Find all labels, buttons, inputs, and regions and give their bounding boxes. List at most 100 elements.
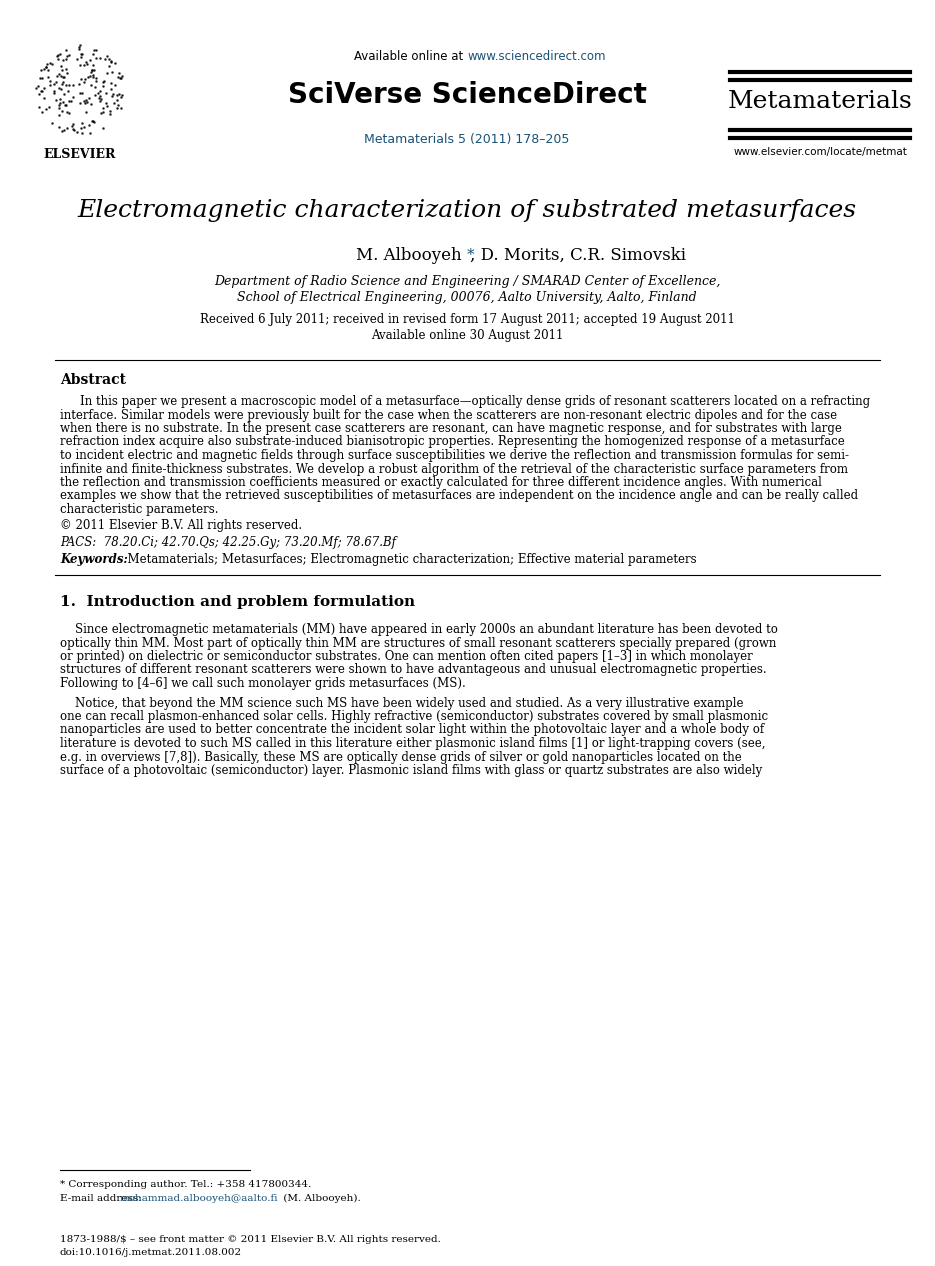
Point <box>35 81 50 101</box>
Point <box>54 101 69 122</box>
Text: , D. Morits, C.R. Simovski: , D. Morits, C.R. Simovski <box>470 247 686 263</box>
Point <box>104 78 119 99</box>
Point <box>97 49 112 70</box>
Point <box>51 105 66 125</box>
Point <box>86 56 101 76</box>
Point <box>47 84 62 104</box>
Point <box>32 68 47 89</box>
Text: Available online 30 August 2011: Available online 30 August 2011 <box>371 329 563 343</box>
Point <box>44 113 59 133</box>
Point <box>61 75 76 95</box>
Point <box>55 92 70 113</box>
Point <box>38 57 53 77</box>
Point <box>77 116 92 137</box>
Point <box>85 61 100 81</box>
Point <box>73 47 88 67</box>
Point <box>94 103 108 123</box>
Point <box>115 85 130 105</box>
Point <box>108 53 122 73</box>
Point <box>57 67 72 87</box>
Point <box>59 101 74 122</box>
Point <box>69 123 84 143</box>
Text: Department of Radio Science and Engineering / SMARAD Center of Excellence,: Department of Radio Science and Engineer… <box>214 276 720 289</box>
Point <box>100 46 115 66</box>
Point <box>96 71 111 91</box>
Text: School of Electrical Engineering, 00076, Aalto University, Aalto, Finland: School of Electrical Engineering, 00076,… <box>237 291 697 305</box>
Point <box>89 48 104 68</box>
Point <box>54 73 69 94</box>
Point <box>38 57 53 77</box>
Point <box>104 62 119 82</box>
Point <box>89 39 104 60</box>
Point <box>70 49 85 70</box>
Point <box>75 44 90 65</box>
Point <box>115 66 130 86</box>
Point <box>53 57 68 77</box>
Point <box>85 110 100 130</box>
Point <box>79 90 94 110</box>
Point <box>49 46 64 66</box>
Point <box>72 37 87 57</box>
Point <box>66 120 81 141</box>
Point <box>114 67 129 87</box>
Point <box>110 67 125 87</box>
Point <box>88 71 103 91</box>
Text: or printed) on dielectric or semiconductor substrates. One can mention often cit: or printed) on dielectric or semiconduct… <box>60 649 753 663</box>
Point <box>36 58 51 78</box>
Point <box>99 63 114 84</box>
Point <box>95 71 110 91</box>
Point <box>101 56 116 76</box>
Text: Electromagnetic characterization of substrated metasurfaces: Electromagnetic characterization of subs… <box>78 199 856 222</box>
Point <box>82 123 97 143</box>
Point <box>94 89 108 109</box>
Point <box>65 87 80 108</box>
Point <box>112 68 127 89</box>
Point <box>39 54 54 75</box>
Point <box>106 92 121 113</box>
Point <box>57 95 72 115</box>
Text: Since electromagnetic metamaterials (MM) have appeared in early 2000s an abundan: Since electromagnetic metamaterials (MM)… <box>60 623 778 636</box>
Text: nanoparticles are used to better concentrate the incident solar light within the: nanoparticles are used to better concent… <box>60 723 764 737</box>
Point <box>54 80 69 100</box>
Point <box>75 82 90 103</box>
Point <box>59 46 74 66</box>
Text: © 2011 Elsevier B.V. All rights reserved.: © 2011 Elsevier B.V. All rights reserved… <box>60 519 302 532</box>
Point <box>62 91 77 111</box>
Point <box>50 44 65 65</box>
Point <box>83 61 98 81</box>
Point <box>42 71 57 91</box>
Point <box>87 85 102 105</box>
Text: Metamaterials; Metasurfaces; Electromagnetic characterization; Effective materia: Metamaterials; Metasurfaces; Electromagn… <box>120 553 697 566</box>
Point <box>77 54 92 75</box>
Text: infinite and finite-thickness substrates. We develop a robust algorithm of the r: infinite and finite-thickness substrates… <box>60 462 848 476</box>
Point <box>102 48 117 68</box>
Point <box>47 73 62 94</box>
Point <box>79 52 94 72</box>
Point <box>78 101 93 122</box>
Text: characteristic parameters.: characteristic parameters. <box>60 503 219 517</box>
Text: structures of different resonant scatterers were shown to have advantageous and : structures of different resonant scatter… <box>60 663 767 676</box>
Point <box>56 120 71 141</box>
Text: *: * <box>467 248 475 262</box>
Point <box>41 67 56 87</box>
Point <box>65 115 79 135</box>
Point <box>59 60 74 80</box>
Point <box>99 84 114 104</box>
Text: Following to [4–6] we call such monolayer grids metasurfaces (MS).: Following to [4–6] we call such monolaye… <box>60 677 466 690</box>
Text: Metamaterials: Metamaterials <box>727 90 913 114</box>
Point <box>65 119 80 139</box>
Point <box>82 66 97 86</box>
Point <box>65 114 80 134</box>
Point <box>34 101 49 122</box>
Point <box>53 66 68 86</box>
Point <box>86 43 101 63</box>
Text: examples we show that the retrieved susceptibilities of metasurfaces are indepen: examples we show that the retrieved susc… <box>60 490 858 503</box>
Point <box>52 77 67 97</box>
Point <box>81 115 96 135</box>
Point <box>65 75 80 95</box>
Text: www.elsevier.com/locate/metmat: www.elsevier.com/locate/metmat <box>733 147 907 157</box>
Text: to incident electric and magnetic fields through surface susceptibilities we der: to incident electric and magnetic fields… <box>60 449 849 462</box>
Text: E-mail address:: E-mail address: <box>60 1194 145 1203</box>
Point <box>78 68 93 89</box>
Point <box>52 92 67 113</box>
